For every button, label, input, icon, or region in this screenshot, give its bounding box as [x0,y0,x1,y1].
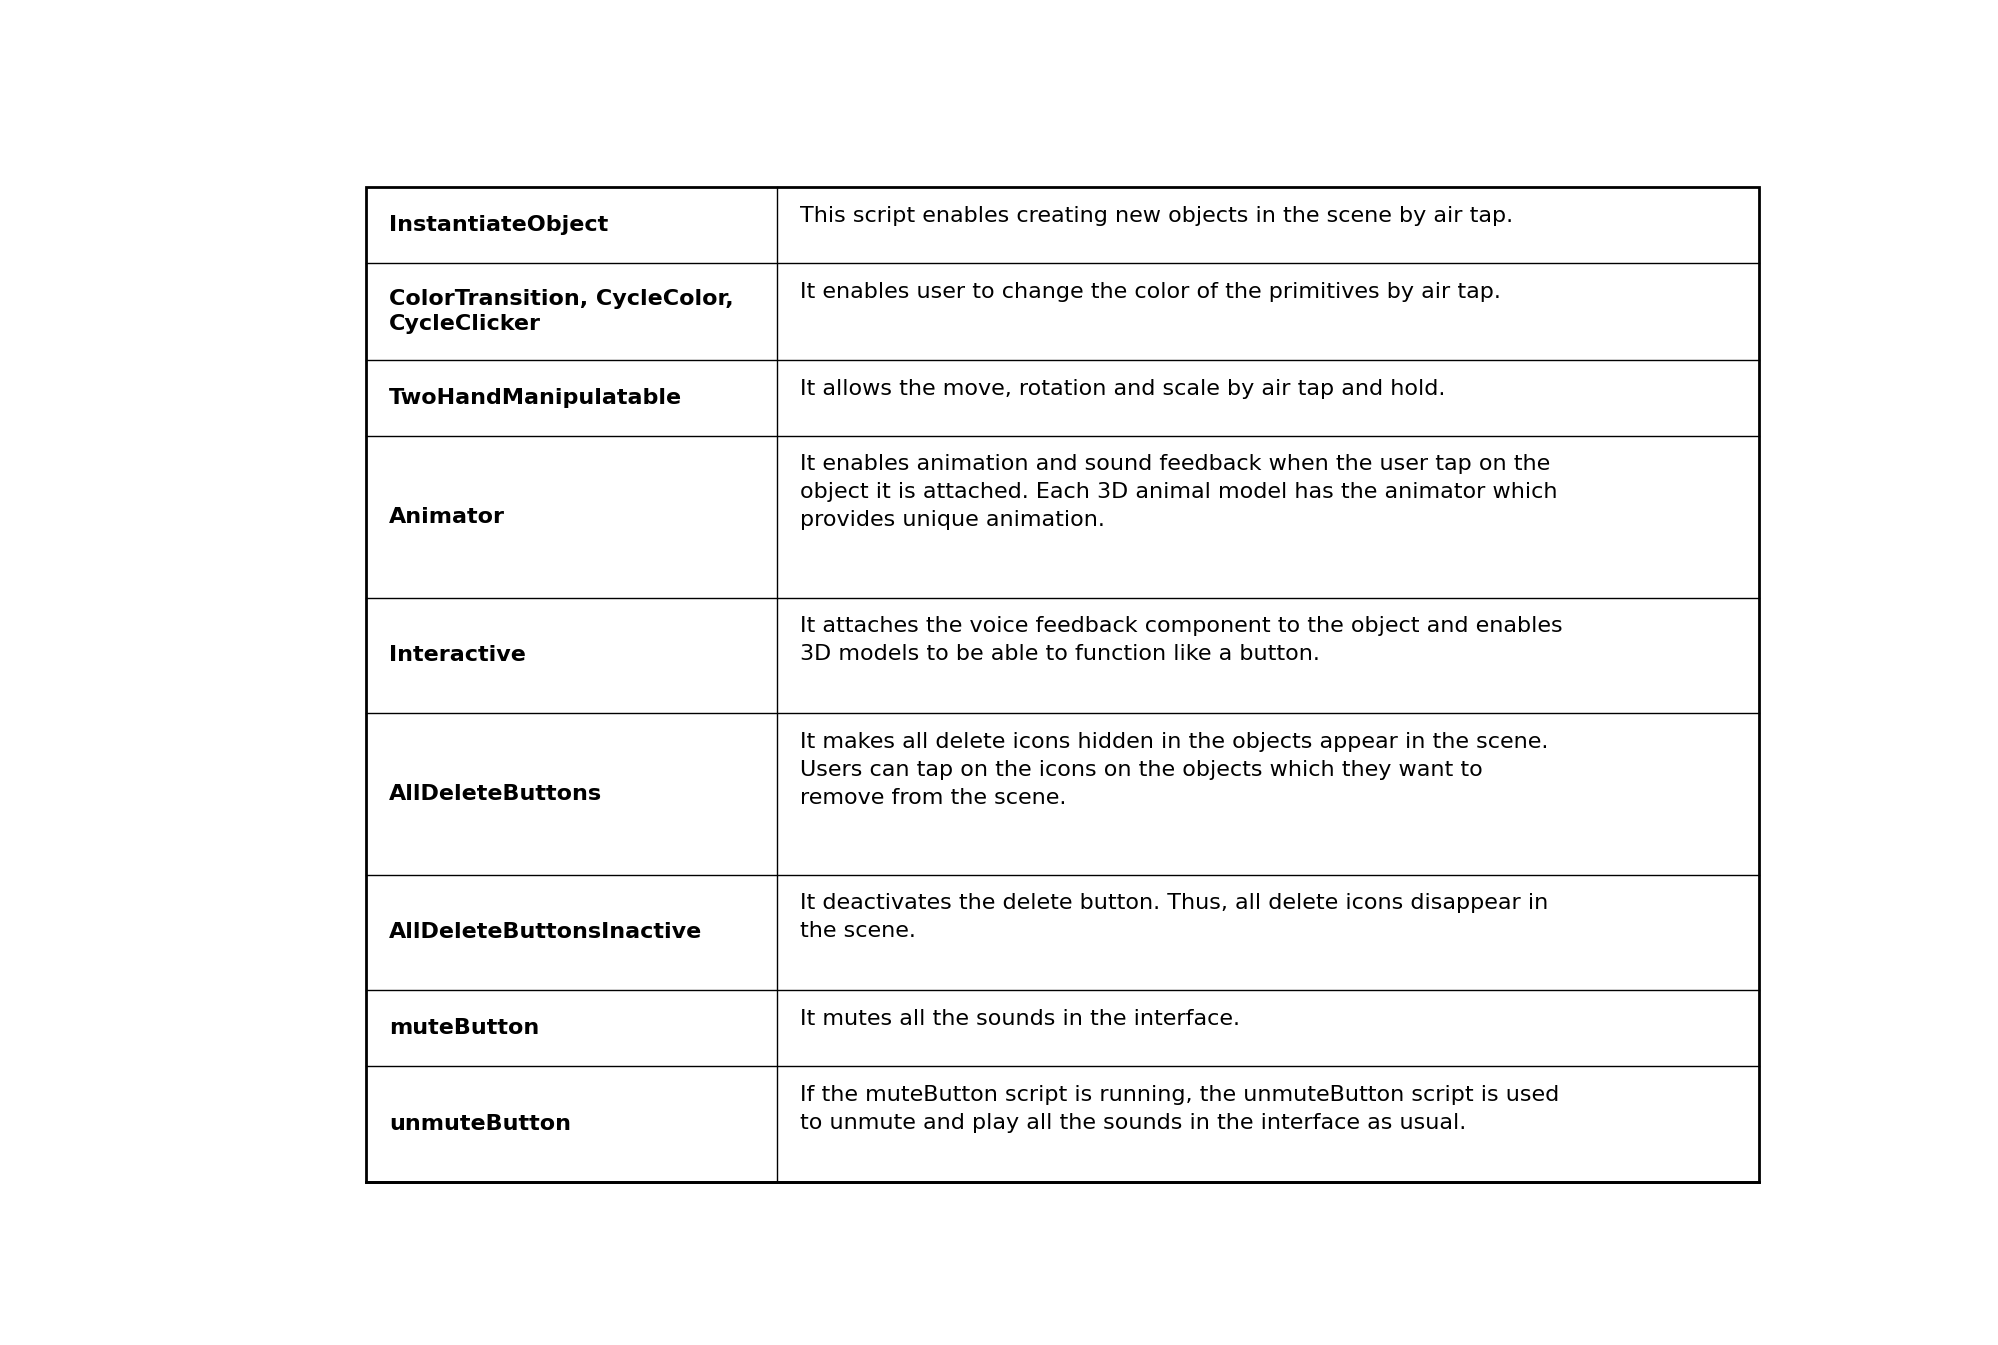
Text: It makes all delete icons hidden in the objects appear in the scene.
Users can t: It makes all delete icons hidden in the … [801,732,1548,808]
Text: It enables user to change the color of the primitives by air tap.: It enables user to change the color of t… [801,281,1500,301]
Text: unmuteButton: unmuteButton [390,1114,571,1134]
Text: TwoHandManipulatable: TwoHandManipulatable [390,387,681,408]
Text: Interactive: Interactive [390,646,525,666]
Text: ColorTransition, CycleColor,
CycleClicker: ColorTransition, CycleColor, CycleClicke… [390,289,733,335]
Text: It mutes all the sounds in the interface.: It mutes all the sounds in the interface… [801,1009,1241,1029]
Text: AllDeleteButtons: AllDeleteButtons [390,784,601,804]
Text: Animator: Animator [390,507,505,527]
Text: InstantiateObject: InstantiateObject [390,215,607,235]
Text: AllDeleteButtonsInactive: AllDeleteButtonsInactive [390,923,703,943]
Text: This script enables creating new objects in the scene by air tap.: This script enables creating new objects… [801,206,1512,226]
Text: It allows the move, rotation and scale by air tap and hold.: It allows the move, rotation and scale b… [801,379,1447,398]
Text: It deactivates the delete button. Thus, all delete icons disappear in
the scene.: It deactivates the delete button. Thus, … [801,893,1548,941]
Text: It enables animation and sound feedback when the user tap on the
object it is at: It enables animation and sound feedback … [801,455,1558,530]
Text: muteButton: muteButton [390,1018,539,1038]
Text: If the muteButton script is running, the unmuteButton script is used
to unmute a: If the muteButton script is running, the… [801,1084,1560,1132]
Text: It attaches the voice feedback component to the object and enables
3D models to : It attaches the voice feedback component… [801,616,1562,664]
